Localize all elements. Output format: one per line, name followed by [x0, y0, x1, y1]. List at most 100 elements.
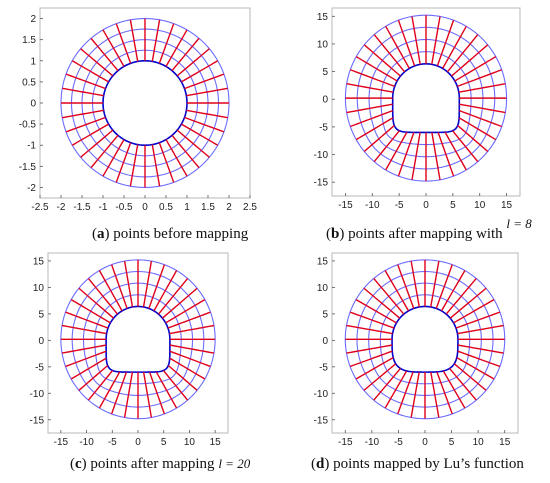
caption-c-text: points after mapping	[86, 456, 215, 472]
radial-line	[102, 139, 125, 177]
ring-circle	[91, 49, 199, 157]
radial-line	[385, 25, 410, 69]
radial-line	[436, 371, 453, 415]
ring-circle	[94, 294, 182, 385]
radial-line	[162, 370, 189, 401]
radial-line	[65, 73, 106, 90]
radial-line	[151, 144, 161, 187]
x-tick-label: -0.5	[115, 202, 133, 213]
inner-boundary	[391, 63, 461, 134]
y-tick-label: 15	[33, 256, 45, 267]
radial-line	[373, 367, 401, 401]
y-tick-label: 1.5	[22, 35, 36, 46]
radial-line	[169, 324, 215, 335]
radial-line	[169, 350, 211, 368]
y-tick-label: 15	[317, 256, 329, 267]
radial-line	[65, 350, 107, 368]
y-tick-label: -2	[27, 183, 36, 194]
x-tick-label: 0	[135, 437, 141, 448]
radial-line	[350, 109, 393, 128]
y-tick-label: 2	[30, 14, 36, 25]
ring-circle	[379, 294, 471, 385]
radial-line	[78, 287, 115, 319]
radial-line	[437, 132, 455, 177]
radial-line	[349, 311, 395, 329]
caption-d-text: points mapped by Lu’s function	[329, 456, 524, 472]
radial-line	[123, 260, 134, 308]
caption-b-letter: b	[331, 226, 340, 242]
panel-d: -15 -10 -5 0 5 10 15 15 10 5 0 -5 -10 -15	[314, 252, 519, 448]
radial-line	[411, 16, 421, 65]
panel-a: -2.5 -2 -1.5 -1 -0.5 0 0.5 1 1.5 2 2.5 2 1.5 1 0.5 0 -0.…	[19, 7, 257, 213]
radial-line	[71, 60, 109, 83]
radial-line	[346, 103, 393, 114]
x-tick-label: -10	[365, 437, 380, 448]
caption-b: (b) points after mapping with l = 8	[326, 216, 532, 242]
radial-line	[355, 56, 398, 82]
radial-line	[161, 287, 198, 319]
x-tick-label: -2	[57, 202, 66, 213]
y-tick-label: 5	[38, 309, 44, 320]
radial-line	[346, 83, 394, 93]
x-tick-label: 1.5	[201, 202, 215, 213]
y-tick-label: 1	[30, 56, 36, 67]
x-tick-label: 15	[210, 437, 222, 448]
x-tick-label: 5	[449, 437, 455, 448]
radial-line	[165, 298, 206, 324]
y-tick-label: -10	[314, 150, 329, 161]
inner-boundary	[391, 305, 459, 373]
x-tick-label: 2	[226, 202, 232, 213]
radial-line	[148, 371, 166, 415]
caption-d-letter: d	[316, 456, 325, 472]
y-tick-label: 0	[38, 336, 44, 347]
radial-line	[158, 23, 175, 64]
radial-line	[459, 103, 506, 114]
radial-line	[165, 139, 188, 177]
radial-line	[70, 298, 111, 324]
radial-line	[456, 356, 495, 380]
radial-line	[430, 260, 440, 308]
radial-line	[355, 117, 394, 141]
radial-line	[184, 116, 225, 133]
radial-line	[373, 34, 406, 73]
radial-line	[157, 278, 189, 315]
radial-line	[384, 270, 410, 312]
inner-boundary	[105, 305, 171, 373]
x-tick-label: 2.5	[243, 202, 257, 213]
radial-line	[167, 311, 211, 329]
radial-line	[445, 278, 477, 315]
radial-line	[169, 357, 206, 380]
radial-line	[110, 371, 128, 415]
x-tick-label: 0	[423, 200, 429, 211]
x-tick-label: 0	[422, 437, 428, 448]
x-tick-label: -15	[338, 437, 353, 448]
radial-line	[153, 270, 178, 312]
radial-line	[459, 109, 502, 128]
radial-line	[186, 109, 228, 119]
radial-line	[397, 19, 416, 67]
radial-line	[363, 44, 401, 77]
radial-line	[65, 311, 109, 329]
radial-line	[171, 134, 200, 169]
radial-line	[176, 48, 210, 77]
y-tick-label: -0.5	[19, 120, 37, 131]
radial-line	[457, 344, 504, 354]
radial-line	[457, 324, 504, 335]
radial-line	[80, 129, 114, 158]
radial-line	[397, 132, 415, 177]
radial-line	[363, 287, 401, 319]
radial-line	[458, 117, 497, 141]
caption-c-letter: c	[75, 456, 82, 472]
radial-line	[158, 142, 175, 183]
x-tick-label: -1	[99, 202, 108, 213]
radial-line	[453, 298, 495, 324]
x-tick-label: 10	[184, 437, 196, 448]
x-tick-label: 0	[142, 202, 148, 213]
caption-a: (a) points before mapping	[92, 226, 249, 242]
caption-b-param: l = 8	[506, 216, 532, 231]
y-tick-label: -15	[314, 415, 329, 426]
caption-d: (d) points mapped by Lu’s function	[311, 456, 524, 472]
x-tick-label: 5	[161, 437, 167, 448]
radial-line	[115, 142, 132, 183]
caption-b-text: points after mapping with	[344, 226, 503, 242]
